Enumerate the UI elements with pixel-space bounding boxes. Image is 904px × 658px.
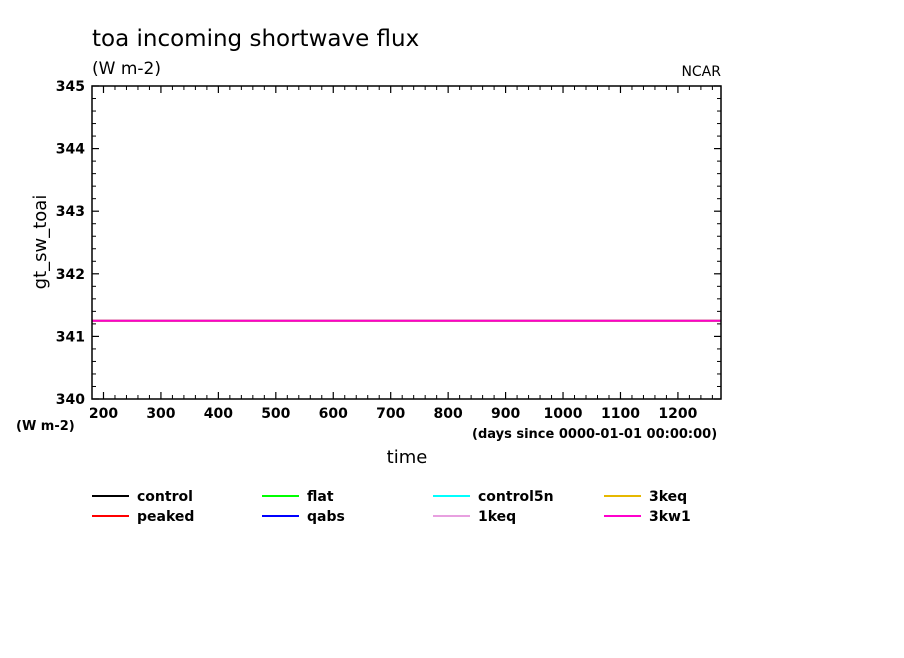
x-tick-label: 1200 bbox=[658, 406, 697, 422]
x-tick-label: 800 bbox=[434, 406, 463, 422]
y-axis-label: gt_sw_toai bbox=[30, 195, 51, 290]
legend-label-control: control bbox=[137, 489, 193, 505]
y-tick-label: 345 bbox=[56, 79, 85, 95]
y-tick-label: 344 bbox=[56, 142, 85, 158]
chart-credit: NCAR bbox=[681, 64, 721, 80]
plot-frame bbox=[91, 85, 722, 400]
chart-subtitle: (W m-2) bbox=[92, 59, 161, 79]
x-tick-label: 200 bbox=[89, 406, 118, 422]
legend-label-control5n: control5n bbox=[478, 489, 554, 505]
x-tick-label: 300 bbox=[146, 406, 175, 422]
legend-label-flat: flat bbox=[307, 489, 334, 505]
x-tick-label: 600 bbox=[319, 406, 348, 422]
y-tick-label: 340 bbox=[56, 392, 85, 408]
x-tick-label: 500 bbox=[261, 406, 290, 422]
chart-title: toa incoming shortwave flux bbox=[92, 26, 419, 52]
legend-label-3keq: 3keq bbox=[649, 489, 687, 505]
legend-label-1keq: 1keq bbox=[478, 509, 516, 525]
legend: control peaked flat qabs control5n 1keq 3keq 3k… bbox=[92, 489, 691, 525]
x-tick-label: 1100 bbox=[601, 406, 640, 422]
x-axis-units: (days since 0000-01-01 00:00:00) bbox=[472, 427, 717, 442]
x-tick-label: 900 bbox=[491, 406, 520, 422]
y-tick-label: 343 bbox=[56, 204, 85, 220]
ticks-layer: 340 341 342 343 344 345 200 300 400 500 600 700 800 9… bbox=[56, 79, 721, 422]
legend-label-peaked: peaked bbox=[137, 509, 194, 525]
legend-label-3kw1: 3kw1 bbox=[649, 509, 691, 525]
legend-label-qabs: qabs bbox=[307, 509, 345, 525]
x-tick-label: 400 bbox=[204, 406, 233, 422]
y-axis-units: (W m-2) bbox=[16, 419, 75, 434]
x-axis-label: time bbox=[387, 447, 428, 468]
y-tick-label: 342 bbox=[56, 267, 85, 283]
y-tick-label: 341 bbox=[56, 329, 85, 345]
x-tick-label: 700 bbox=[376, 406, 405, 422]
x-tick-label: 1000 bbox=[544, 406, 583, 422]
